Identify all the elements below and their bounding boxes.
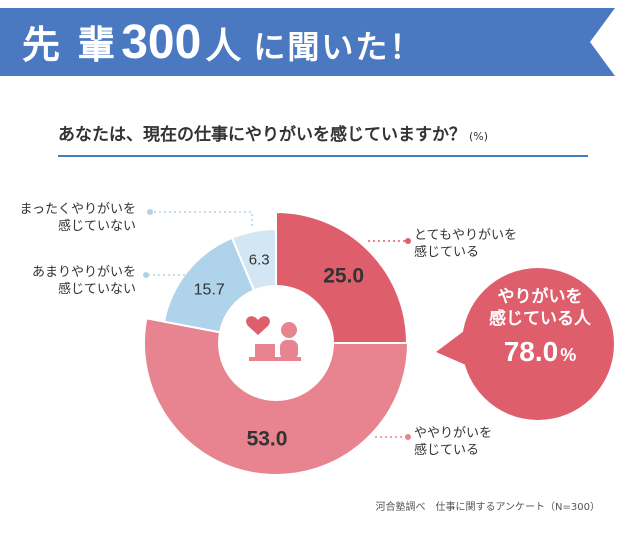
banner-title: 先 輩 300 人 に聞いた！ (22, 14, 423, 74)
callout-text: やりがいを 感じている人 78.0% (470, 286, 610, 368)
value-label-somewhat: 53.0 (247, 427, 288, 450)
leader-lines (148, 211, 407, 438)
value-label-not-much: 15.7 (194, 281, 225, 298)
question-unit: (%) (469, 130, 489, 143)
value-label-very: 25.0 (323, 265, 364, 288)
question-underline (58, 155, 588, 157)
banner-title-people: 人 (205, 26, 242, 67)
label-somewhat-rewarding: ややりがいを 感じている (414, 426, 493, 458)
banner-title-senpai: 先 輩 (22, 23, 118, 67)
banner-ribbon (0, 8, 615, 76)
callout-bubble (436, 268, 614, 420)
leader-dots (143, 209, 411, 440)
callout-line1: やりがいを (497, 287, 583, 307)
source-note: 河合塾調べ 仕事に関するアンケート（N=300） (375, 502, 600, 513)
callout-value: 78.0% (503, 336, 577, 367)
header-banner: 先 輩 300 人 に聞いた！ (0, 0, 640, 92)
banner-title-number: 300 (121, 16, 202, 69)
donut-hole (218, 285, 334, 401)
label-very-rewarding: とてもやりがいを 感じている (414, 228, 517, 260)
person-heart-icon (246, 316, 301, 361)
callout-line2: 感じている人 (489, 309, 591, 329)
chart-question: あなたは、現在の仕事にやりがいを感じていますか？ (%) (58, 120, 588, 145)
label-not-very-rewarding: あまりやりがいを 感じていない (31, 265, 136, 297)
banner-title-asked: に聞いた！ (253, 28, 424, 66)
label-not-at-all-rewarding: まったくやりがいを 感じていない (19, 202, 136, 234)
question-text: あなたは、現在の仕事にやりがいを感じていますか？ (58, 125, 466, 145)
leader-line-not-at-all (152, 211, 253, 226)
value-label-not-at-all: 6.3 (249, 251, 270, 268)
